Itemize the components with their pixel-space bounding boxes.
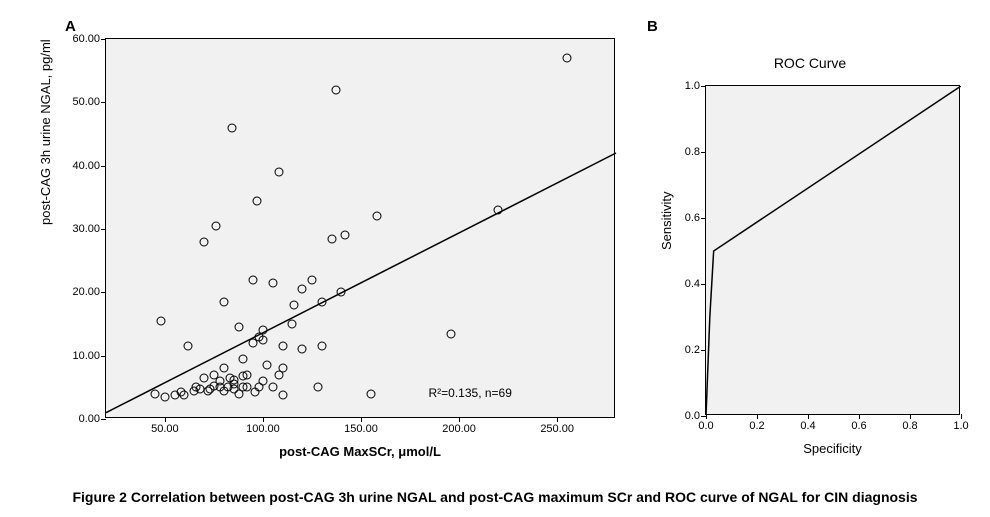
scatter-point <box>278 342 287 351</box>
scatter-point <box>227 123 236 132</box>
scatter-point <box>327 234 336 243</box>
scatter-point <box>249 275 258 284</box>
scatter-point <box>258 326 267 335</box>
scatter-point <box>562 54 571 63</box>
figure-wrap: A post-CAG 3h urine NGAL, pg/ml post-CAG… <box>0 0 990 517</box>
panel-a-xlabel: post-CAG MaxSCr, μmol/L <box>106 444 614 459</box>
scatter-point <box>313 383 322 392</box>
panel-a-ylabel: post-CAG 3h urine NGAL, pg/ml <box>38 39 53 225</box>
scatter-point <box>274 168 283 177</box>
scatter-point <box>337 288 346 297</box>
scatter-point <box>258 335 267 344</box>
scatter-point <box>239 354 248 363</box>
scatter-point <box>298 345 307 354</box>
scatter-point <box>262 361 271 370</box>
scatter-point <box>219 364 228 373</box>
scatter-point <box>211 221 220 230</box>
scatter-point <box>151 389 160 398</box>
panel-a-regression-line <box>106 39 616 419</box>
panel-a: A post-CAG 3h urine NGAL, pg/ml post-CAG… <box>20 10 630 455</box>
scatter-point <box>331 85 340 94</box>
scatter-point <box>243 370 252 379</box>
scatter-point <box>219 297 228 306</box>
figure-caption: Figure 2 Correlation between post-CAG 3h… <box>0 489 990 505</box>
scatter-point <box>253 196 262 205</box>
scatter-point <box>288 320 297 329</box>
scatter-point <box>229 375 238 384</box>
panel-b-roc-line <box>706 86 961 416</box>
scatter-point <box>268 383 277 392</box>
scatter-point <box>372 212 381 221</box>
scatter-point <box>341 231 350 240</box>
panel-b: B ROC Curve Sensitivity Specificity 0.00… <box>645 10 975 455</box>
panel-b-xlabel: Specificity <box>706 441 959 456</box>
scatter-point <box>200 373 209 382</box>
scatter-point <box>307 275 316 284</box>
scatter-point <box>278 390 287 399</box>
scatter-point <box>494 206 503 215</box>
panel-b-plot-area: Specificity 0.00.20.40.60.81.00.00.20.40… <box>705 85 960 415</box>
scatter-point <box>258 377 267 386</box>
panel-a-plot-area: post-CAG MaxSCr, μmol/L R²=0.135, n=69 0… <box>105 38 615 418</box>
scatter-point <box>298 285 307 294</box>
scatter-point <box>317 297 326 306</box>
scatter-point <box>447 329 456 338</box>
scatter-point <box>317 342 326 351</box>
scatter-point <box>184 342 193 351</box>
panel-b-title: ROC Curve <box>645 55 975 71</box>
scatter-point <box>200 237 209 246</box>
scatter-point <box>156 316 165 325</box>
scatter-point <box>366 389 375 398</box>
panel-b-ylabel: Sensitivity <box>659 191 674 250</box>
scatter-point <box>278 364 287 373</box>
panel-b-label: B <box>647 18 658 35</box>
scatter-point <box>180 390 189 399</box>
scatter-point <box>268 278 277 287</box>
scatter-point <box>160 392 169 401</box>
scatter-point <box>290 301 299 310</box>
panel-a-annotation: R²=0.135, n=69 <box>429 386 512 400</box>
scatter-point <box>235 323 244 332</box>
